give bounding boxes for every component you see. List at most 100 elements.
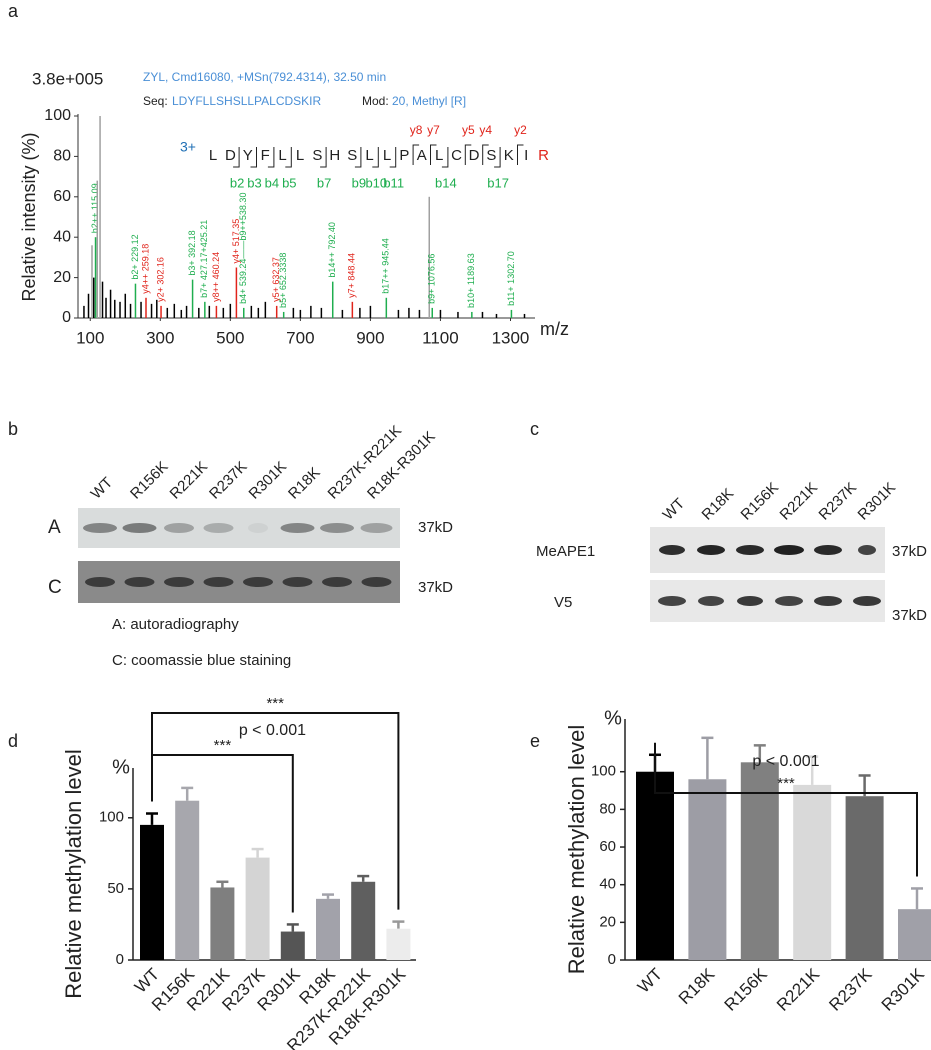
y-ion-label: y8 xyxy=(410,123,423,137)
b-cleavage xyxy=(389,147,397,168)
significance-label: *** xyxy=(266,695,284,712)
residue: L xyxy=(435,147,443,164)
panel-label: b xyxy=(8,419,18,439)
residue: L xyxy=(383,147,391,164)
residue: S xyxy=(347,147,357,164)
x-tick-label: R237K xyxy=(825,964,876,1015)
residue: F xyxy=(261,147,270,164)
y-tick-label: 0 xyxy=(608,951,616,968)
bar xyxy=(316,898,340,960)
significance-label: *** xyxy=(777,775,795,792)
x-tick-label: WT xyxy=(634,965,666,997)
blot-band xyxy=(203,523,234,533)
lane-label: R18K xyxy=(285,464,324,503)
b-cleavage xyxy=(441,147,449,168)
bar xyxy=(140,824,164,960)
residue: P xyxy=(399,147,409,164)
blot-band xyxy=(320,523,354,533)
blot-band xyxy=(122,523,157,533)
panel-label: d xyxy=(8,731,18,751)
y-tick-label: 80 xyxy=(53,148,71,165)
b-ion-label: b17 xyxy=(487,175,509,190)
charge: 3+ xyxy=(180,139,196,155)
b-ion-label: b9 xyxy=(352,175,366,190)
lane-label: R237K xyxy=(206,458,250,502)
b-ion-label: b3 xyxy=(247,175,261,190)
b-ion-label: b7 xyxy=(317,175,331,190)
significance-bracket xyxy=(654,742,918,877)
x-tick-label: 900 xyxy=(356,328,384,347)
peak-label: b4+ 539.24——b9++538.30 xyxy=(238,193,248,304)
sequence: LDYFLLSHSLLPALCDSKIR xyxy=(172,94,322,108)
y-tick-label: 100 xyxy=(44,107,71,124)
blot-band xyxy=(658,596,686,606)
y-axis-label: Relative intensity (%) xyxy=(19,132,39,301)
residue: S xyxy=(312,147,322,164)
y-tick-label: 0 xyxy=(116,951,124,968)
peak-label: b2+ 229.12 xyxy=(130,234,140,279)
blot-band xyxy=(124,577,155,587)
row-label: A xyxy=(48,517,61,538)
residue: Y xyxy=(243,147,253,164)
y-tick-label: 40 xyxy=(599,876,616,893)
bar xyxy=(898,909,931,960)
residue: C xyxy=(451,147,462,164)
y-ion-label: y7 xyxy=(427,123,440,137)
bar xyxy=(793,784,832,960)
panel-label: a xyxy=(8,1,19,21)
lane-label: R301K xyxy=(246,458,290,502)
y-ion-label: y5 xyxy=(462,123,475,137)
b-ion-label: b4 xyxy=(265,175,279,190)
y-tick-label: 20 xyxy=(599,913,616,930)
peak-label: b14++ 792.40 xyxy=(327,222,337,278)
b-ion-label: b10 xyxy=(365,175,387,190)
lane-label: R237K xyxy=(816,479,860,523)
lane-label: WT xyxy=(660,495,689,524)
bar xyxy=(386,928,411,960)
lane-label: R221K xyxy=(167,458,211,502)
blot-band xyxy=(659,545,685,555)
y-tick-label: 0 xyxy=(62,309,71,326)
unit-label: % xyxy=(604,707,622,729)
peak-label: y4++ 259.18 xyxy=(140,244,150,294)
x-tick-label: 700 xyxy=(286,328,314,347)
blot-band xyxy=(85,577,115,587)
x-tick-label: 500 xyxy=(216,328,244,347)
peak-label: b3+ 392.18 xyxy=(187,230,197,275)
x-tick-label: R221K xyxy=(773,964,824,1015)
significance-label: *** xyxy=(214,737,232,754)
panel-label: c xyxy=(530,419,539,439)
blot-band xyxy=(322,577,352,587)
y-tick-label: 20 xyxy=(53,269,71,286)
residue: I xyxy=(524,147,528,164)
blot-band xyxy=(164,523,194,533)
b-cleavage xyxy=(267,147,275,168)
b-cleavage xyxy=(494,147,501,168)
blot-band xyxy=(737,596,763,606)
scale-label: 3.8e+005 xyxy=(32,69,103,88)
caption: C: coomassie blue staining xyxy=(112,652,291,669)
lane-label: R156K xyxy=(127,458,171,502)
residue: L xyxy=(209,147,217,164)
bar xyxy=(351,881,376,960)
residue: L xyxy=(278,147,286,164)
lane-label: R18K xyxy=(699,485,738,524)
significance-bracket xyxy=(151,712,400,910)
y-tick-label: 60 xyxy=(53,188,71,205)
peak-label: y8++ 460.24 xyxy=(211,252,221,302)
peak-label: b5+ 652.3338 xyxy=(278,253,288,308)
blot-band xyxy=(282,577,313,587)
x-tick-label: 100 xyxy=(76,328,104,347)
x-tick-label: R156K xyxy=(721,964,772,1015)
lane-label: R156K xyxy=(738,479,782,523)
blot-band xyxy=(164,577,194,587)
size-label: 37kD xyxy=(418,519,453,536)
blot-band xyxy=(814,545,842,555)
blot xyxy=(650,527,885,573)
size-label: 37kD xyxy=(892,607,927,624)
b-ion-label: b5 xyxy=(282,175,296,190)
y-ion-label: y4 xyxy=(479,123,492,137)
blot-band xyxy=(853,596,881,606)
blot-band xyxy=(814,596,842,606)
y-cleavage xyxy=(464,144,472,165)
